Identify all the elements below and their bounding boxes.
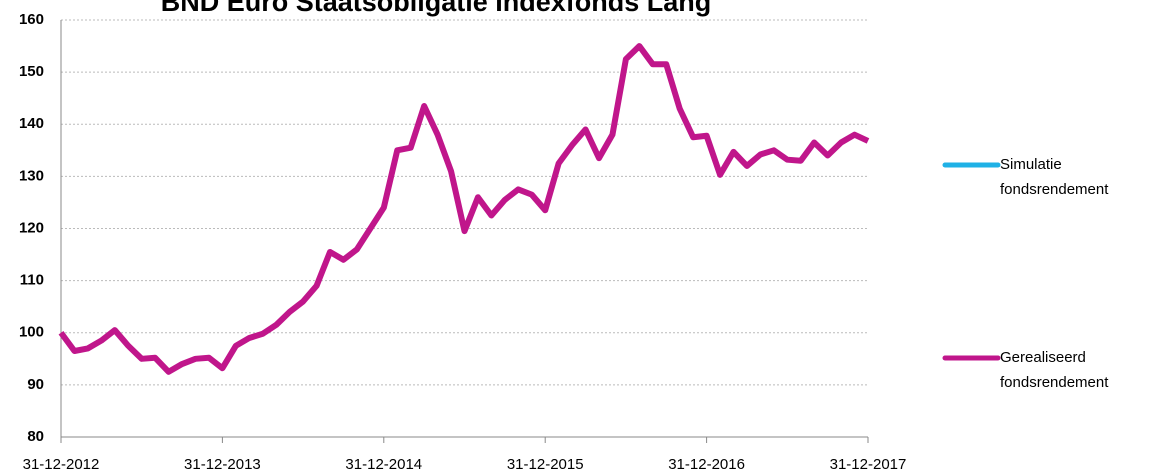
x-tick-label: 31-12-2012 [23, 456, 100, 473]
x-tick-label: 31-12-2015 [507, 456, 584, 473]
legend-label: Simulatie fondsrendement [1000, 156, 1109, 198]
y-tick-label: 160 [19, 11, 44, 28]
legend-label: Gerealiseerd fondsrendement [1000, 349, 1109, 391]
y-tick-label: 100 [19, 324, 44, 341]
y-tick-label: 150 [19, 63, 44, 80]
y-tick-label: 110 [20, 272, 44, 289]
y-tick-label: 80 [27, 428, 44, 445]
y-tick-label: 140 [19, 115, 44, 132]
x-tick-label: 31-12-2014 [345, 456, 422, 473]
y-tick-label: 130 [19, 167, 44, 184]
y-tick-label: 120 [19, 219, 44, 236]
data-line [58, 43, 870, 375]
chart-title: BND Euro Staatsobligatie Indexfonds Lang [161, 0, 712, 17]
y-tick-label: 90 [27, 376, 44, 393]
x-tick-label: 31-12-2017 [830, 456, 907, 473]
x-tick-label: 31-12-2013 [184, 456, 261, 473]
x-tick-label: 31-12-2016 [668, 456, 745, 473]
